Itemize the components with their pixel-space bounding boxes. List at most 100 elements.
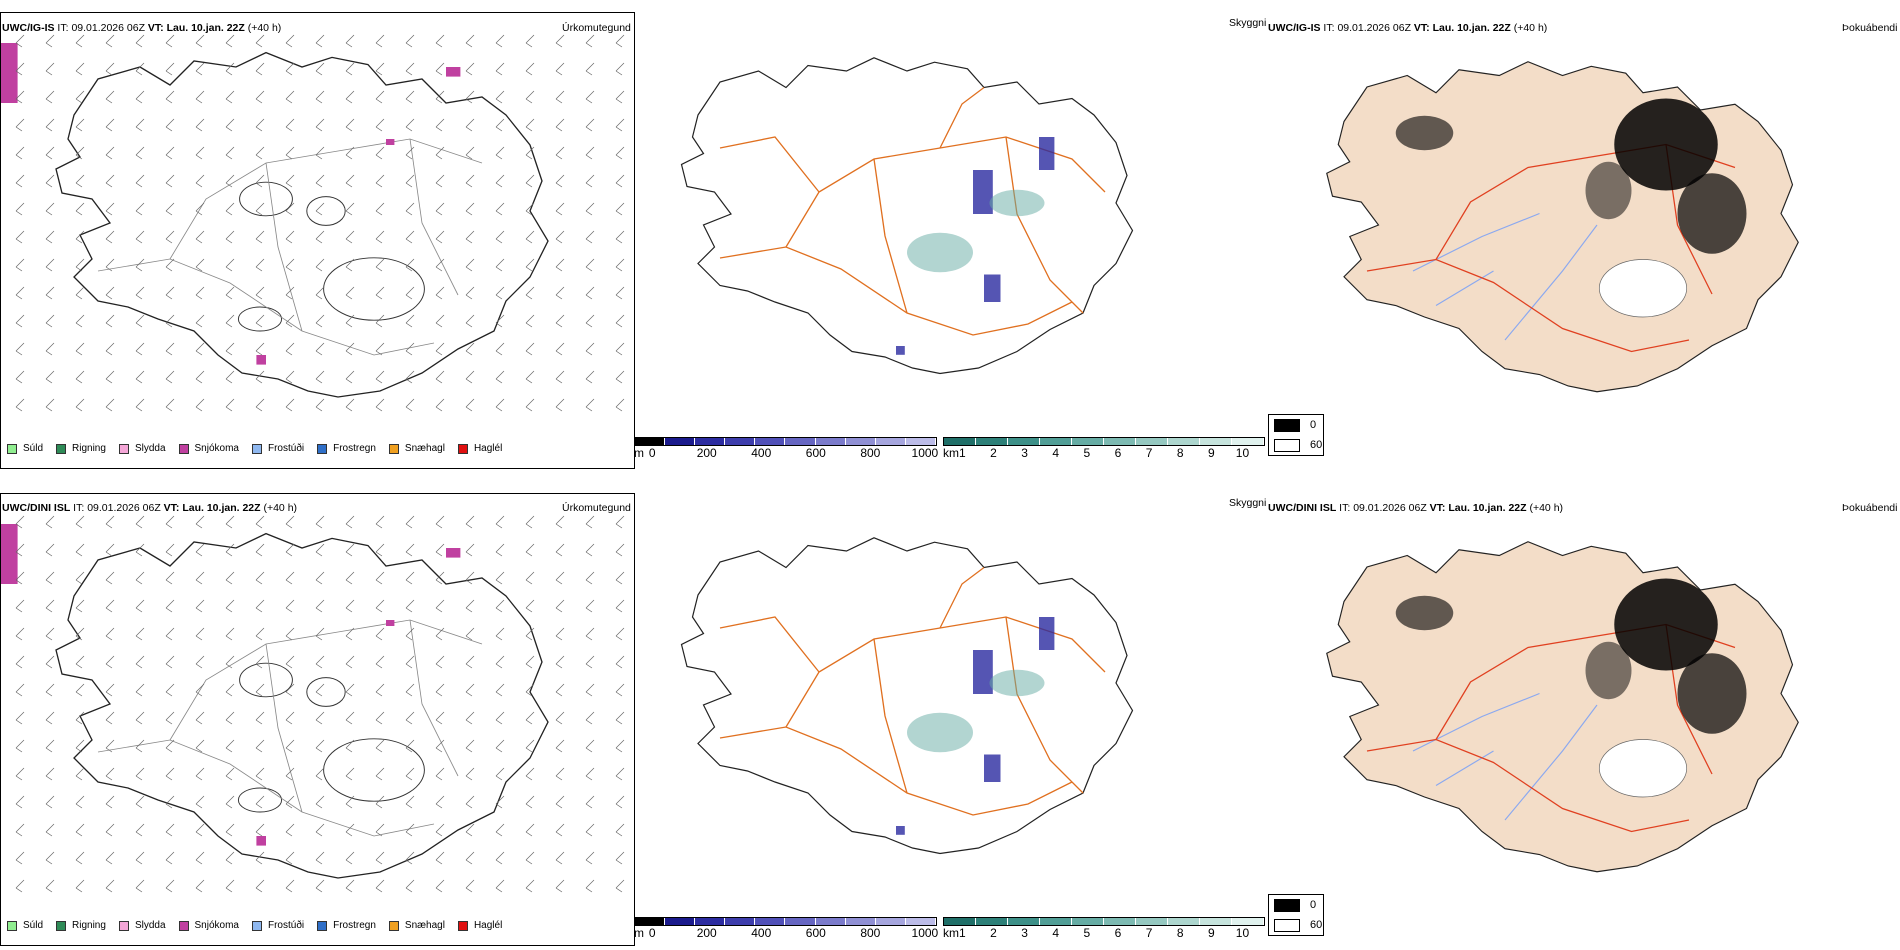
wind-barb	[585, 571, 595, 585]
title-fog-bottom: Þokuábendi	[1842, 502, 1898, 514]
wind-barb	[345, 767, 355, 781]
wind-barb	[255, 258, 265, 272]
wind-barb	[75, 314, 85, 328]
wind-barb	[405, 543, 415, 557]
wind-barb	[465, 571, 475, 585]
wind-barb	[315, 62, 325, 76]
low-visibility-area	[984, 754, 1001, 782]
wind-barb	[495, 543, 505, 557]
legend-item: Slydda	[118, 920, 166, 931]
wind-barb	[15, 174, 25, 188]
wind-barb	[315, 370, 325, 384]
wind-barb	[135, 711, 145, 725]
wind-barb	[105, 286, 115, 300]
wind-barb	[255, 230, 265, 244]
wind-barb	[165, 627, 175, 641]
wind-barb	[15, 627, 25, 641]
iceland-map	[1326, 541, 1799, 873]
wind-barb	[375, 286, 385, 300]
wind-barb	[195, 795, 205, 809]
wind-barb	[45, 314, 55, 328]
wind-barb	[105, 795, 115, 809]
valid-time: Lau. 10.jan. 22Z	[182, 502, 261, 514]
wind-barb	[195, 599, 205, 613]
wind-barb	[225, 62, 235, 76]
colorbar-segment	[755, 918, 786, 925]
glacier-outline	[323, 257, 425, 321]
wind-barb	[555, 90, 565, 104]
wind-barb	[525, 174, 535, 188]
wind-barb	[375, 879, 385, 893]
wind-barb	[525, 599, 535, 613]
wind-barb	[15, 202, 25, 216]
wind-barb	[225, 146, 235, 160]
wind-barb	[615, 370, 625, 384]
wind-barb	[105, 851, 115, 865]
wind-barb	[15, 543, 25, 557]
colorbar-tick-label: 2	[990, 446, 997, 460]
wind-barb	[315, 767, 325, 781]
wind-barb	[75, 34, 85, 48]
visibility-map	[680, 537, 1134, 855]
wind-barb	[375, 711, 385, 725]
wind-barb	[465, 258, 475, 272]
wind-barb	[525, 34, 535, 48]
reduced-visibility-area	[989, 189, 1045, 217]
wind-barb	[285, 370, 295, 384]
wind-barb	[435, 739, 445, 753]
wind-barb	[285, 174, 295, 188]
legend-item: Slydda	[118, 443, 166, 454]
colorbar-segment	[845, 438, 876, 445]
lead-time: (+40 h)	[247, 22, 282, 34]
wind-barb	[615, 258, 625, 272]
wind-barb	[375, 767, 385, 781]
wind-barb	[315, 230, 325, 244]
wind-barb	[465, 599, 475, 613]
wind-barb	[255, 314, 265, 328]
wind-barb	[225, 767, 235, 781]
legend-label: Frostregn	[333, 920, 376, 931]
wind-barb	[405, 230, 415, 244]
wind-barb	[615, 230, 625, 244]
colorbar-tick-label: 400	[751, 926, 772, 940]
road	[1366, 258, 1690, 353]
wind-barb	[105, 655, 115, 669]
wind-barb	[165, 655, 175, 669]
wind-barb	[495, 627, 505, 641]
wind-barb	[465, 118, 475, 132]
fog-area	[1677, 653, 1747, 734]
colorbar-tick-label: 8	[1176, 446, 1184, 460]
wind-barb	[135, 314, 145, 328]
colorbar-segment	[1008, 918, 1040, 925]
wind-barb	[585, 879, 595, 893]
road	[409, 138, 459, 296]
wind-barb	[165, 370, 175, 384]
wind-barb	[225, 398, 235, 412]
colorbar-tick-label: 1000	[911, 446, 939, 460]
wind-barb	[615, 118, 625, 132]
wind-barb	[285, 823, 295, 837]
wind-barb	[285, 258, 295, 272]
wind-barb	[585, 118, 595, 132]
colorbar-tick-label: 600	[805, 926, 826, 940]
wind-barb	[225, 34, 235, 48]
wind-barb	[165, 571, 175, 585]
fog-area	[1395, 595, 1454, 631]
wind-barb	[195, 683, 205, 697]
wind-barb	[15, 90, 25, 104]
wind-barb	[165, 90, 175, 104]
wind-barb	[195, 202, 205, 216]
wind-barb	[615, 599, 625, 613]
colorbar-segment	[875, 918, 906, 925]
wind-barb	[195, 370, 205, 384]
wind-barb	[525, 258, 535, 272]
wind-barb	[345, 879, 355, 893]
glacier-outline	[237, 306, 283, 332]
wind-barb	[15, 258, 25, 272]
wind-barb	[195, 851, 205, 865]
wind-barb	[585, 543, 595, 557]
wind-barb	[435, 823, 445, 837]
legend-swatch	[56, 920, 67, 931]
wind-barb	[15, 118, 25, 132]
wind-barb	[75, 202, 85, 216]
